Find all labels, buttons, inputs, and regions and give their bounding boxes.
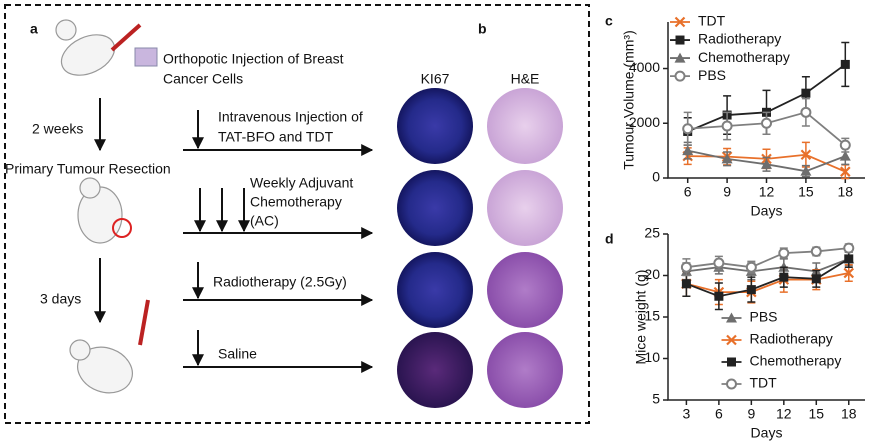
legend-label: Radiotherapy (750, 331, 833, 347)
panel-label: b (478, 21, 487, 37)
y-tick-label: 25 (644, 225, 660, 241)
x-tick-label: 12 (759, 184, 775, 200)
y-tick-label: 4000 (629, 59, 660, 75)
data-point (721, 153, 733, 164)
text: TAT-BFO and TDT (218, 129, 334, 145)
micrograph-grid (397, 88, 563, 408)
text: Saline (218, 346, 257, 362)
y-axis-label: Tumour Volume (mm³) (621, 30, 637, 170)
column-header: KI67 (421, 71, 450, 87)
panel-label: c (605, 13, 613, 29)
x-tick-label: 15 (809, 406, 825, 422)
panel-frame (4, 4, 590, 424)
data-point (811, 274, 821, 284)
x-tick-label: 3 (683, 406, 691, 422)
y-axis-label: Mice weight (g) (633, 270, 649, 365)
data-point (840, 166, 851, 177)
text: Radiotherapy (2.5Gy) (213, 274, 347, 290)
data-point (713, 257, 725, 269)
column-header: H&E (511, 71, 540, 87)
y-tick-label: 15 (644, 308, 660, 324)
data-point (843, 267, 855, 279)
text: Primary Tumour Resection (5, 161, 171, 177)
panel-label: a (30, 21, 38, 37)
series-line (686, 258, 850, 273)
text: Weekly Adjuvant (250, 175, 353, 191)
data-point (674, 16, 686, 28)
y-tick-label: 10 (644, 349, 660, 365)
data-point (761, 158, 772, 169)
data-point (727, 357, 736, 367)
legend-label: PBS (750, 309, 778, 325)
mouse-icon (69, 299, 150, 394)
data-point (745, 261, 757, 273)
data-point (761, 117, 772, 129)
text: Orthopotic Injection of Breast (163, 51, 344, 67)
data-point (839, 150, 851, 161)
legend-label: TDT (698, 13, 726, 29)
data-point (674, 52, 686, 63)
text: Cancer Cells (163, 71, 243, 87)
data-point (682, 145, 694, 156)
y-tick-label: 0 (652, 169, 660, 185)
x-tick-label: 15 (798, 184, 814, 200)
data-point (800, 106, 812, 118)
series-line (686, 272, 849, 293)
mouse-icon (77, 177, 132, 244)
data-point (680, 261, 692, 273)
text: 3 days (40, 291, 81, 307)
data-point (810, 245, 822, 257)
text: (AC) (250, 213, 279, 229)
text: Intravenous Injection of (218, 109, 363, 125)
data-point (800, 165, 812, 176)
data-point (844, 254, 854, 264)
legend-label: Radiotherapy (698, 31, 781, 47)
data-point (779, 272, 789, 282)
legend-label: Chemotherapy (698, 49, 790, 65)
data-point (840, 59, 850, 69)
y-tick-label: 20 (644, 266, 660, 282)
data-point (801, 88, 811, 98)
legend-label: Chemotherapy (750, 353, 842, 369)
y-tick-label: 5 (652, 391, 660, 407)
x-axis-label: Days (751, 425, 783, 441)
data-point (726, 334, 737, 346)
series-line (686, 247, 849, 269)
x-tick-label: 6 (715, 406, 723, 422)
series-line (686, 258, 850, 298)
x-axis-label: Days (751, 203, 783, 219)
data-point (721, 120, 733, 132)
text: 2 weeks (32, 121, 83, 137)
x-tick-label: 18 (838, 184, 854, 200)
data-point (682, 123, 694, 135)
data-point (746, 285, 756, 295)
data-point (726, 312, 737, 323)
data-point (778, 247, 790, 259)
x-tick-label: 18 (841, 406, 857, 422)
legend-label: TDT (750, 375, 778, 391)
text: Chemotherapy (250, 194, 342, 210)
legend-label: PBS (698, 67, 726, 83)
x-tick-label: 9 (723, 184, 731, 200)
x-tick-label: 6 (684, 184, 692, 200)
x-tick-label: 12 (776, 406, 792, 422)
data-point (714, 291, 724, 301)
x-tick-label: 9 (747, 406, 755, 422)
data-point (681, 279, 691, 289)
data-point (726, 378, 737, 390)
mouse-icon (55, 19, 158, 76)
y-tick-label: 2000 (629, 114, 660, 130)
data-point (843, 242, 855, 254)
data-point (674, 70, 686, 82)
data-point (675, 35, 685, 45)
panel-label: d (605, 231, 614, 247)
data-point (839, 139, 851, 151)
data-point (800, 149, 812, 161)
